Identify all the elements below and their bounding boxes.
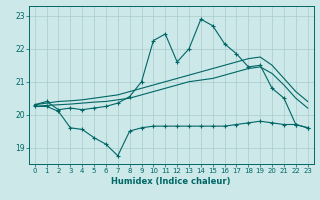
X-axis label: Humidex (Indice chaleur): Humidex (Indice chaleur) <box>111 177 231 186</box>
